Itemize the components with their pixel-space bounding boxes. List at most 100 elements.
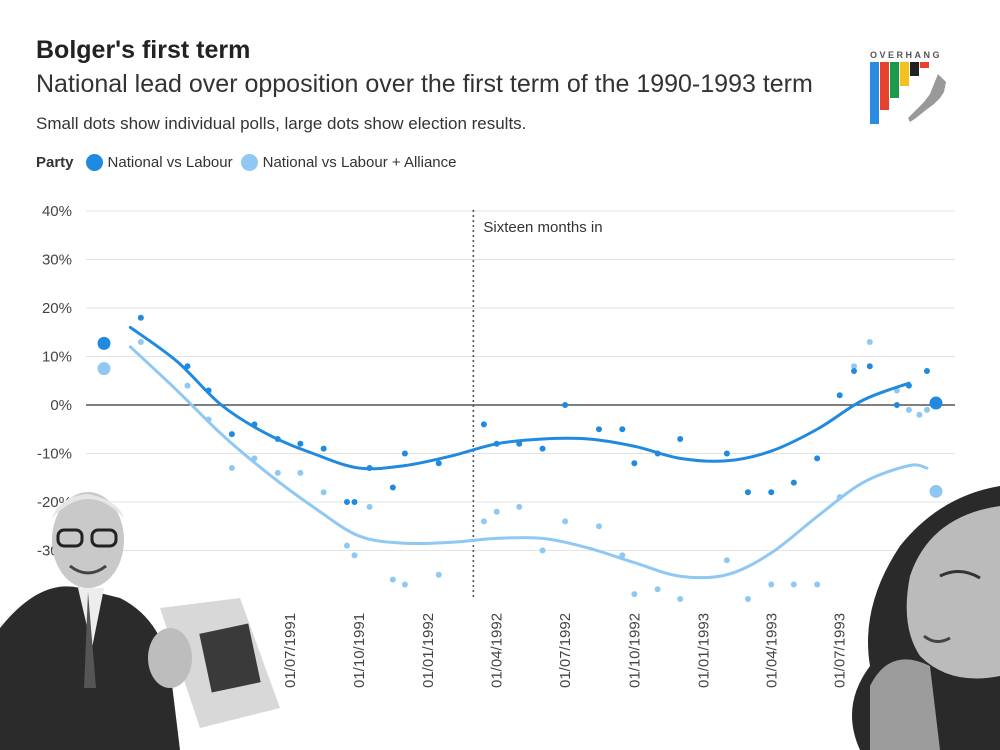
x-tick-label: 01/01/1993: [696, 613, 713, 688]
poll-point: [343, 542, 350, 549]
poll-point: [631, 591, 638, 598]
x-tick-label: 01/07/1991: [282, 613, 299, 688]
poll-point: [516, 440, 523, 447]
poll-point: [184, 382, 191, 389]
y-tick-label: -10%: [37, 446, 72, 463]
grid: [86, 210, 955, 551]
poll-point: [923, 406, 930, 413]
y-tick-label: 0%: [50, 397, 72, 414]
legend: Party National vs Labour National vs Lab…: [36, 154, 464, 171]
bolger-photo: [0, 492, 280, 750]
x-tick-label: 01/10/1992: [626, 613, 643, 688]
legend-item-national-vs-labour[interactable]: National vs Labour: [85, 154, 233, 171]
overhang-logo: OVERHANG: [870, 50, 946, 124]
poll-point: [654, 586, 661, 593]
poll-point: [435, 460, 442, 467]
annotation-label: Sixteen months in: [483, 219, 602, 236]
poll-point: [351, 499, 358, 505]
x-tick-label: 01/10/1991: [351, 613, 368, 688]
poll-point: [654, 450, 661, 457]
chart-note: Small dots show individual polls, large …: [36, 114, 527, 133]
legend-swatch: [240, 154, 258, 171]
poll-point: [677, 435, 684, 442]
poll-point: [723, 557, 730, 564]
poll-point: [595, 523, 602, 530]
poll-point: [480, 421, 487, 428]
poll-point: [493, 508, 500, 515]
labour-leader-photo: [852, 486, 1000, 750]
poll-point: [744, 596, 751, 602]
legend-item-national-vs-labour-alliance[interactable]: National vs Labour + Alliance: [240, 154, 457, 171]
y-tick-label: 40%: [42, 203, 72, 220]
poll-point: [851, 368, 858, 375]
poll-point: [905, 382, 912, 389]
poll-point: [790, 581, 797, 588]
poll-point: [595, 426, 602, 433]
poll-point: [366, 465, 373, 472]
legend-title: Party: [36, 154, 74, 171]
x-tick-label: 01/04/1992: [489, 613, 506, 688]
poll-point: [366, 503, 373, 510]
poll-point: [923, 368, 930, 375]
poll-point: [343, 499, 350, 505]
logo-text: OVERHANG: [870, 50, 942, 60]
x-tick-label: 01/01/1992: [420, 613, 437, 688]
poll-point: [814, 581, 821, 588]
poll-point: [619, 552, 626, 559]
x-tick-label: 01/07/1992: [557, 613, 574, 688]
poll-point: [228, 431, 235, 438]
poll-point: [905, 406, 912, 413]
election-result-point: [97, 336, 111, 350]
poll-point: [320, 445, 327, 452]
trend-line: [128, 325, 911, 471]
poll-point: [866, 363, 873, 370]
legend-swatch: [85, 154, 103, 171]
poll-point: [401, 581, 408, 588]
poll-point: [389, 576, 396, 583]
poll-point: [205, 387, 212, 394]
poll-point: [351, 552, 358, 559]
poll-point: [836, 392, 843, 399]
y-tick-label: 20%: [42, 300, 72, 317]
poll-point: [320, 489, 327, 496]
poll-point: [274, 469, 281, 476]
poll-point: [137, 314, 144, 321]
y-tick-label: 30%: [42, 252, 72, 269]
poll-point: [836, 494, 843, 501]
x-tick-label: 01/07/1993: [832, 613, 849, 688]
poll-point: [723, 450, 730, 457]
annotation: Sixteen months in: [472, 210, 603, 600]
poll-point: [814, 455, 821, 462]
poll-point: [790, 479, 797, 486]
chart-title: Bolger's first term: [36, 36, 251, 64]
poll-point: [274, 435, 281, 442]
poll-point: [435, 571, 442, 578]
poll-point: [137, 338, 144, 345]
election-result-point: [929, 484, 943, 498]
x-axis: 01/07/1991 01/10/1991 01/01/1992 01/04/1992…: [282, 613, 849, 688]
poll-point: [401, 450, 408, 457]
poll-point: [539, 445, 546, 452]
poll-point: [851, 363, 858, 370]
poll-point: [866, 338, 873, 345]
poll-point: [493, 440, 500, 447]
poll-point: [516, 503, 523, 510]
poll-point: [916, 411, 923, 418]
poll-point: [480, 518, 487, 525]
series-national-vs-labour-alliance: [97, 338, 943, 602]
poll-point: [539, 547, 546, 554]
chart-subtitle: National lead over opposition over the f…: [36, 70, 813, 98]
poll-point: [562, 518, 569, 525]
trend-line: [128, 345, 929, 580]
chart-marks: [97, 314, 943, 602]
poll-point: [677, 596, 684, 602]
series-national-vs-labour: [97, 314, 943, 505]
poll-point: [744, 489, 751, 496]
poll-point: [251, 421, 258, 428]
x-tick-label: 01/04/1993: [763, 613, 780, 688]
poll-point: [768, 581, 775, 588]
poll-point: [768, 489, 775, 496]
poll-point: [251, 455, 258, 462]
legend-label: National vs Labour + Alliance: [262, 154, 457, 171]
